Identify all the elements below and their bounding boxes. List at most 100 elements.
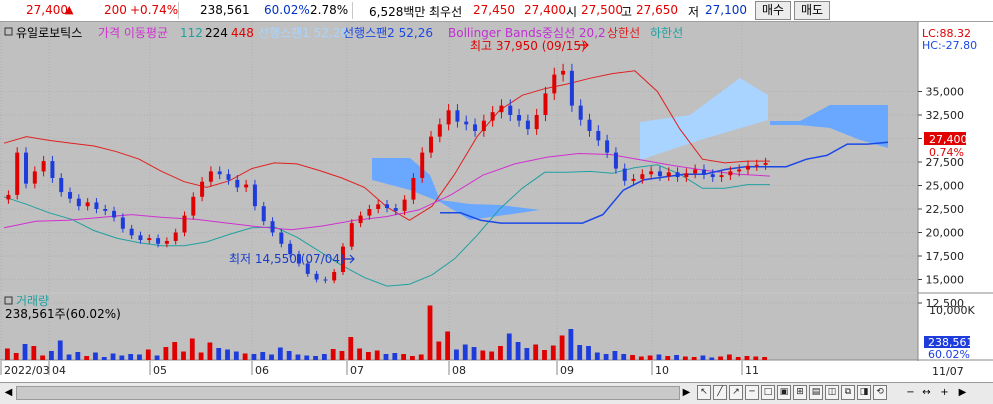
candle-body	[147, 238, 152, 241]
volume-bar	[533, 344, 539, 360]
chart-area[interactable]: 유일로보틱스 가격 이동평균 112 224 448 선행스팬1 52,26 선…	[0, 22, 993, 382]
candle-body	[120, 217, 125, 229]
zoom-range-icon[interactable]: ↔	[922, 387, 931, 398]
candle-body	[420, 152, 425, 178]
candle-body	[85, 202, 90, 207]
volume-bar	[110, 353, 116, 360]
price-tick-label: 27,500	[926, 156, 965, 169]
tool-layout-icon[interactable]: ▤	[809, 385, 823, 400]
candle-body	[499, 105, 504, 113]
volume-bar	[49, 351, 54, 360]
candle-body	[464, 121, 469, 125]
candle-body	[50, 161, 55, 178]
lower-band-label: 하한선	[650, 26, 683, 40]
tool-hline-icon[interactable]: ─	[745, 385, 759, 400]
candle-body	[156, 238, 161, 244]
scrollbar[interactable]: ◀ ▶ ↖ ╱ ↗ ─ □ ▣ ⊞ ▤ ◫ ⧉ ◨ ⟲ − ↔ + ▶	[0, 382, 993, 404]
low-price: 27,100	[705, 3, 747, 17]
tool-cursor-icon[interactable]: ↖	[697, 385, 711, 400]
price-tick-label: 17,500	[926, 250, 965, 263]
volume-bar	[471, 347, 477, 360]
tool-grid-icon[interactable]: ⊞	[793, 385, 807, 400]
candle-body	[587, 119, 592, 131]
volume-bar	[726, 354, 732, 360]
scroll-right-icon[interactable]: ▶	[682, 387, 691, 398]
tool-box-icon[interactable]: ▣	[777, 385, 791, 400]
volume-bar	[612, 351, 618, 360]
scroll-left-icon[interactable]: ◀	[4, 387, 13, 398]
volume-bar	[128, 354, 134, 360]
current-price-box	[924, 132, 966, 145]
candle-body	[622, 168, 627, 181]
candle-body	[208, 171, 213, 182]
candle-body	[737, 169, 742, 172]
candle-body	[32, 171, 37, 184]
candle-body	[270, 221, 275, 233]
volume-bar	[410, 356, 415, 360]
high-annotation: 최고 37,950 (09/15)	[470, 39, 586, 53]
scroll-thumb[interactable]	[16, 386, 680, 400]
upper-band-label: 상한선	[607, 26, 640, 40]
candle-body	[393, 208, 398, 211]
volume-bar	[374, 350, 380, 360]
candle-body	[173, 232, 178, 241]
stock-name: 유일로보틱스	[16, 26, 82, 40]
volume-bar	[251, 354, 257, 360]
candle-body	[68, 192, 73, 199]
volume-bar	[225, 349, 230, 360]
volume-bar	[84, 356, 90, 360]
zoom-in-icon[interactable]: +	[940, 387, 949, 398]
sell-button[interactable]: 매도	[794, 1, 830, 20]
date-tick-label: 2022/03	[4, 364, 50, 377]
candle-body	[305, 263, 310, 274]
volume-bar	[506, 333, 512, 360]
tool-trend-icon[interactable]: ↗	[729, 385, 743, 400]
volume-bar	[101, 357, 107, 360]
bollinger-label: Bollinger Bands중심선 20,2	[448, 26, 606, 40]
turnover: 2.78%	[310, 3, 349, 17]
price-tick-label: 15,000	[926, 274, 965, 287]
ma-448: 448	[231, 26, 254, 40]
scroll-end-icon[interactable]: ▶	[958, 387, 967, 398]
candle-body	[481, 120, 486, 131]
buy-button[interactable]: 매수	[755, 1, 791, 20]
volume-bar	[735, 357, 741, 360]
tool-compare-icon[interactable]: ⧉	[841, 385, 855, 400]
volume-bar	[718, 356, 723, 360]
panel-icon[interactable]	[4, 296, 13, 305]
volume-bar	[454, 349, 459, 360]
candle-body	[605, 140, 610, 153]
volume-bars	[5, 305, 767, 360]
volume-bar	[656, 354, 662, 360]
volume-bar	[383, 354, 389, 360]
tool-fit-icon[interactable]: ◨	[857, 385, 871, 400]
candle-body	[561, 70, 566, 75]
current-pct-label: 0.74%	[929, 146, 964, 159]
candle-body	[314, 273, 319, 280]
candle-body	[429, 136, 434, 153]
volume-bar	[524, 348, 530, 360]
volume-bar	[66, 354, 72, 360]
volume-bar	[586, 346, 591, 360]
candle-body	[24, 152, 29, 184]
volume-bar	[172, 342, 178, 360]
volume-bar	[515, 342, 521, 360]
panel-icon[interactable]	[4, 27, 13, 36]
tool-reset-icon[interactable]: ⟲	[873, 385, 887, 400]
volume-bar	[163, 347, 169, 360]
candle-body	[235, 179, 240, 188]
candle-body	[94, 202, 99, 209]
tool-line-icon[interactable]: ╱	[713, 385, 727, 400]
volume-bar	[40, 355, 46, 360]
volume-bar	[154, 355, 160, 360]
candle-body	[59, 177, 64, 193]
volume-bar	[489, 351, 495, 360]
zoom-out-icon[interactable]: −	[906, 387, 915, 398]
price-chart[interactable]: 유일로보틱스 가격 이동평균 112 224 448 선행스팬1 52,26 선…	[0, 22, 993, 382]
volume-bar	[357, 348, 362, 360]
volume-bar	[93, 352, 98, 360]
tool-split-icon[interactable]: ◫	[825, 385, 839, 400]
tool-rect-icon[interactable]: □	[761, 385, 775, 400]
candle-body	[358, 215, 363, 224]
date-tick-label: 09	[560, 364, 574, 377]
